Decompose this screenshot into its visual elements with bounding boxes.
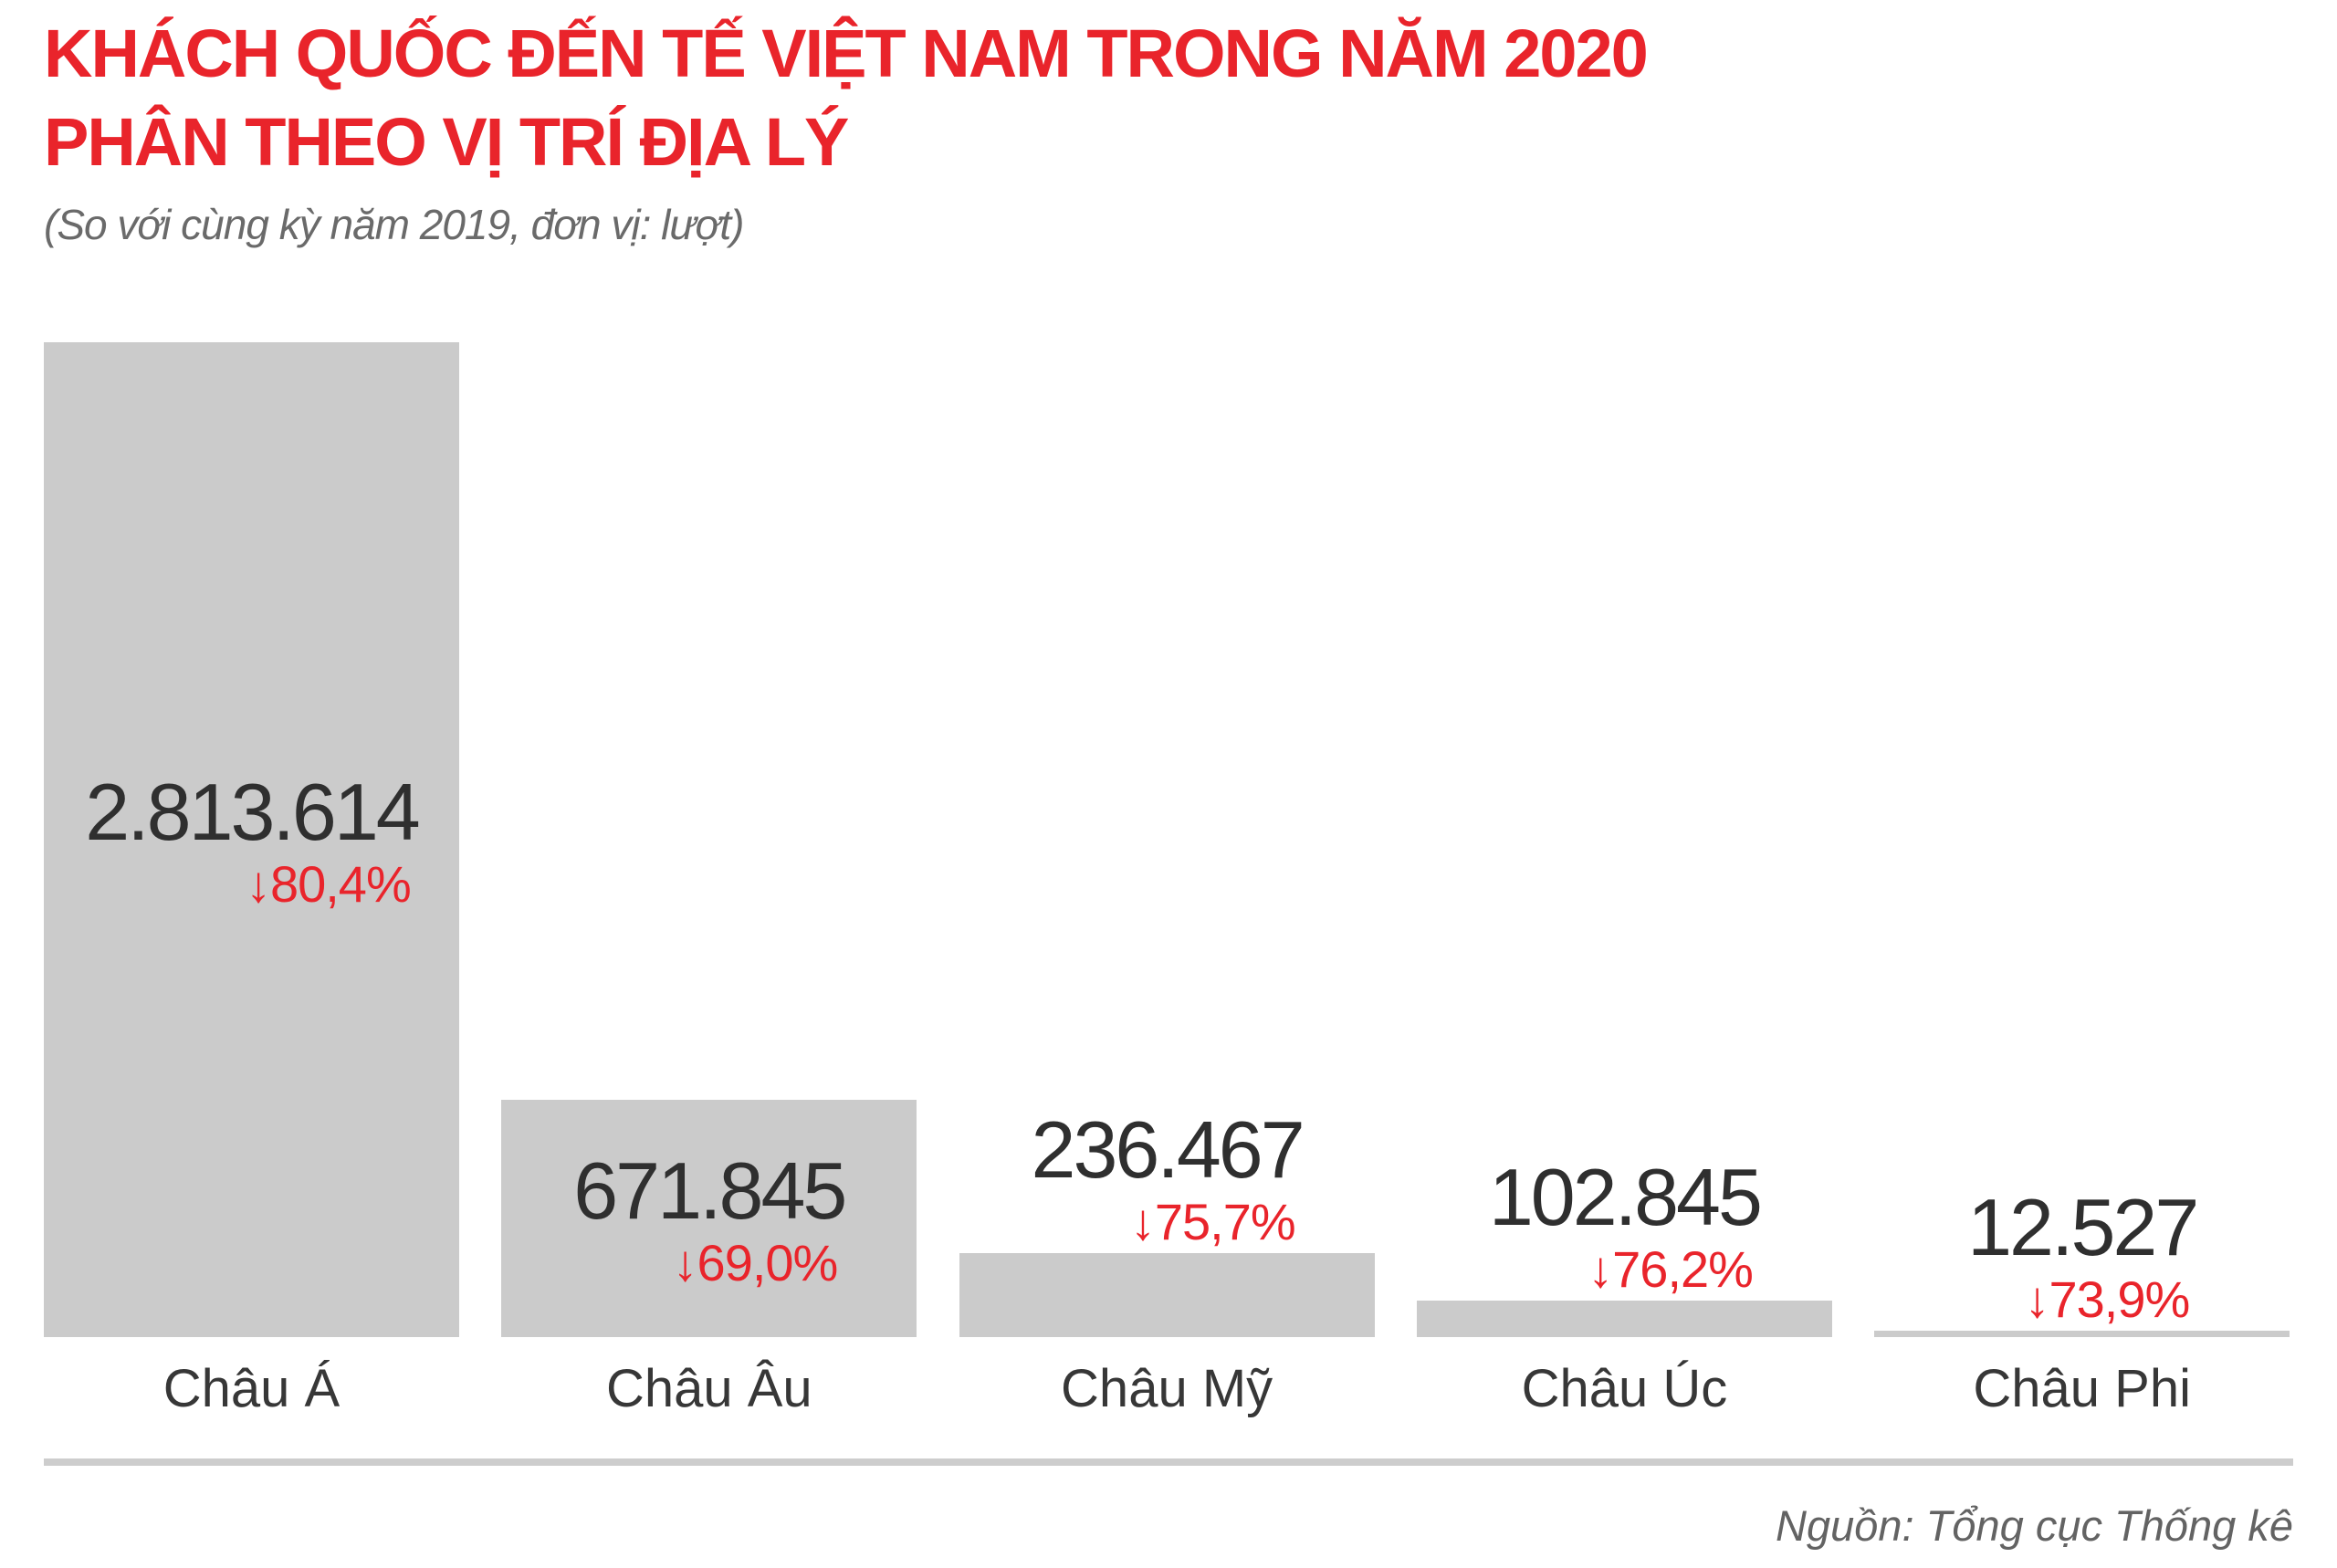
down-arrow-icon: ↓ [245, 855, 271, 913]
chart-title-line-1: KHÁCH QUỐC ĐẾN TẾ VIỆT NAM TRONG NĂM 202… [44, 16, 1649, 91]
category-label-chau-my: Châu Mỹ [1061, 1359, 1273, 1418]
bar-chau-phi [1874, 1331, 2290, 1337]
value-block-chau-my: 236.467 ↓75,7% [1031, 1104, 1305, 1249]
category-label-chau-phi: Châu Phi [1973, 1359, 2191, 1418]
bar-chau-uc [1416, 1301, 1832, 1337]
bar-chau-a [44, 342, 459, 1337]
footer-divider [44, 1458, 2293, 1466]
change-percent: 76,2% [1612, 1240, 1754, 1298]
category-label-chau-a: Châu Á [162, 1359, 341, 1418]
change-label: ↓76,2% [1489, 1242, 1760, 1297]
value-label: 102.845 [1488, 1152, 1763, 1242]
bar-chau-my [959, 1253, 1375, 1337]
change-percent: 75,7% [1154, 1193, 1296, 1250]
change-label: ↓73,9% [1967, 1272, 2196, 1327]
value-label: 12.527 [1967, 1182, 2199, 1272]
down-arrow-icon: ↓ [2024, 1270, 2049, 1328]
category-label-chau-au: Châu Âu [605, 1359, 812, 1418]
chart-subtitle: (So với cùng kỳ năm 2019, đơn vị: lượt) [44, 201, 744, 248]
value-block-chau-phi: 12.527 ↓73,9% [1967, 1182, 2199, 1327]
down-arrow-icon: ↓ [672, 1234, 698, 1291]
down-arrow-icon: ↓ [1588, 1240, 1613, 1298]
source-credit: Nguồn: Tổng cục Thống kê [1776, 1501, 2293, 1550]
change-label: ↓69,0% [573, 1236, 844, 1291]
value-label: 236.467 [1031, 1104, 1305, 1195]
value-block-chau-a: 2.813.614 ↓80,4% [85, 767, 420, 912]
change-label: ↓75,7% [1032, 1195, 1303, 1249]
change-label: ↓80,4% [85, 857, 418, 912]
header: KHÁCH QUỐC ĐẾN TẾ VIỆT NAM TRONG NĂM 202… [44, 9, 1649, 252]
chart-title-line-2: PHÂN THEO VỊ TRÍ ĐỊA LÝ [44, 104, 849, 180]
bar-chau-au [501, 1100, 917, 1337]
value-block-chau-au: 671.845 ↓69,0% [573, 1145, 847, 1291]
value-block-chau-uc: 102.845 ↓76,2% [1488, 1152, 1763, 1297]
value-label: 2.813.614 [85, 767, 420, 857]
change-percent: 69,0% [697, 1234, 839, 1291]
category-label-chau-uc: Châu Úc [1521, 1359, 1728, 1418]
change-percent: 73,9% [2049, 1270, 2190, 1328]
down-arrow-icon: ↓ [1129, 1193, 1156, 1250]
value-label: 671.845 [573, 1145, 847, 1236]
change-percent: 80,4% [269, 855, 412, 913]
